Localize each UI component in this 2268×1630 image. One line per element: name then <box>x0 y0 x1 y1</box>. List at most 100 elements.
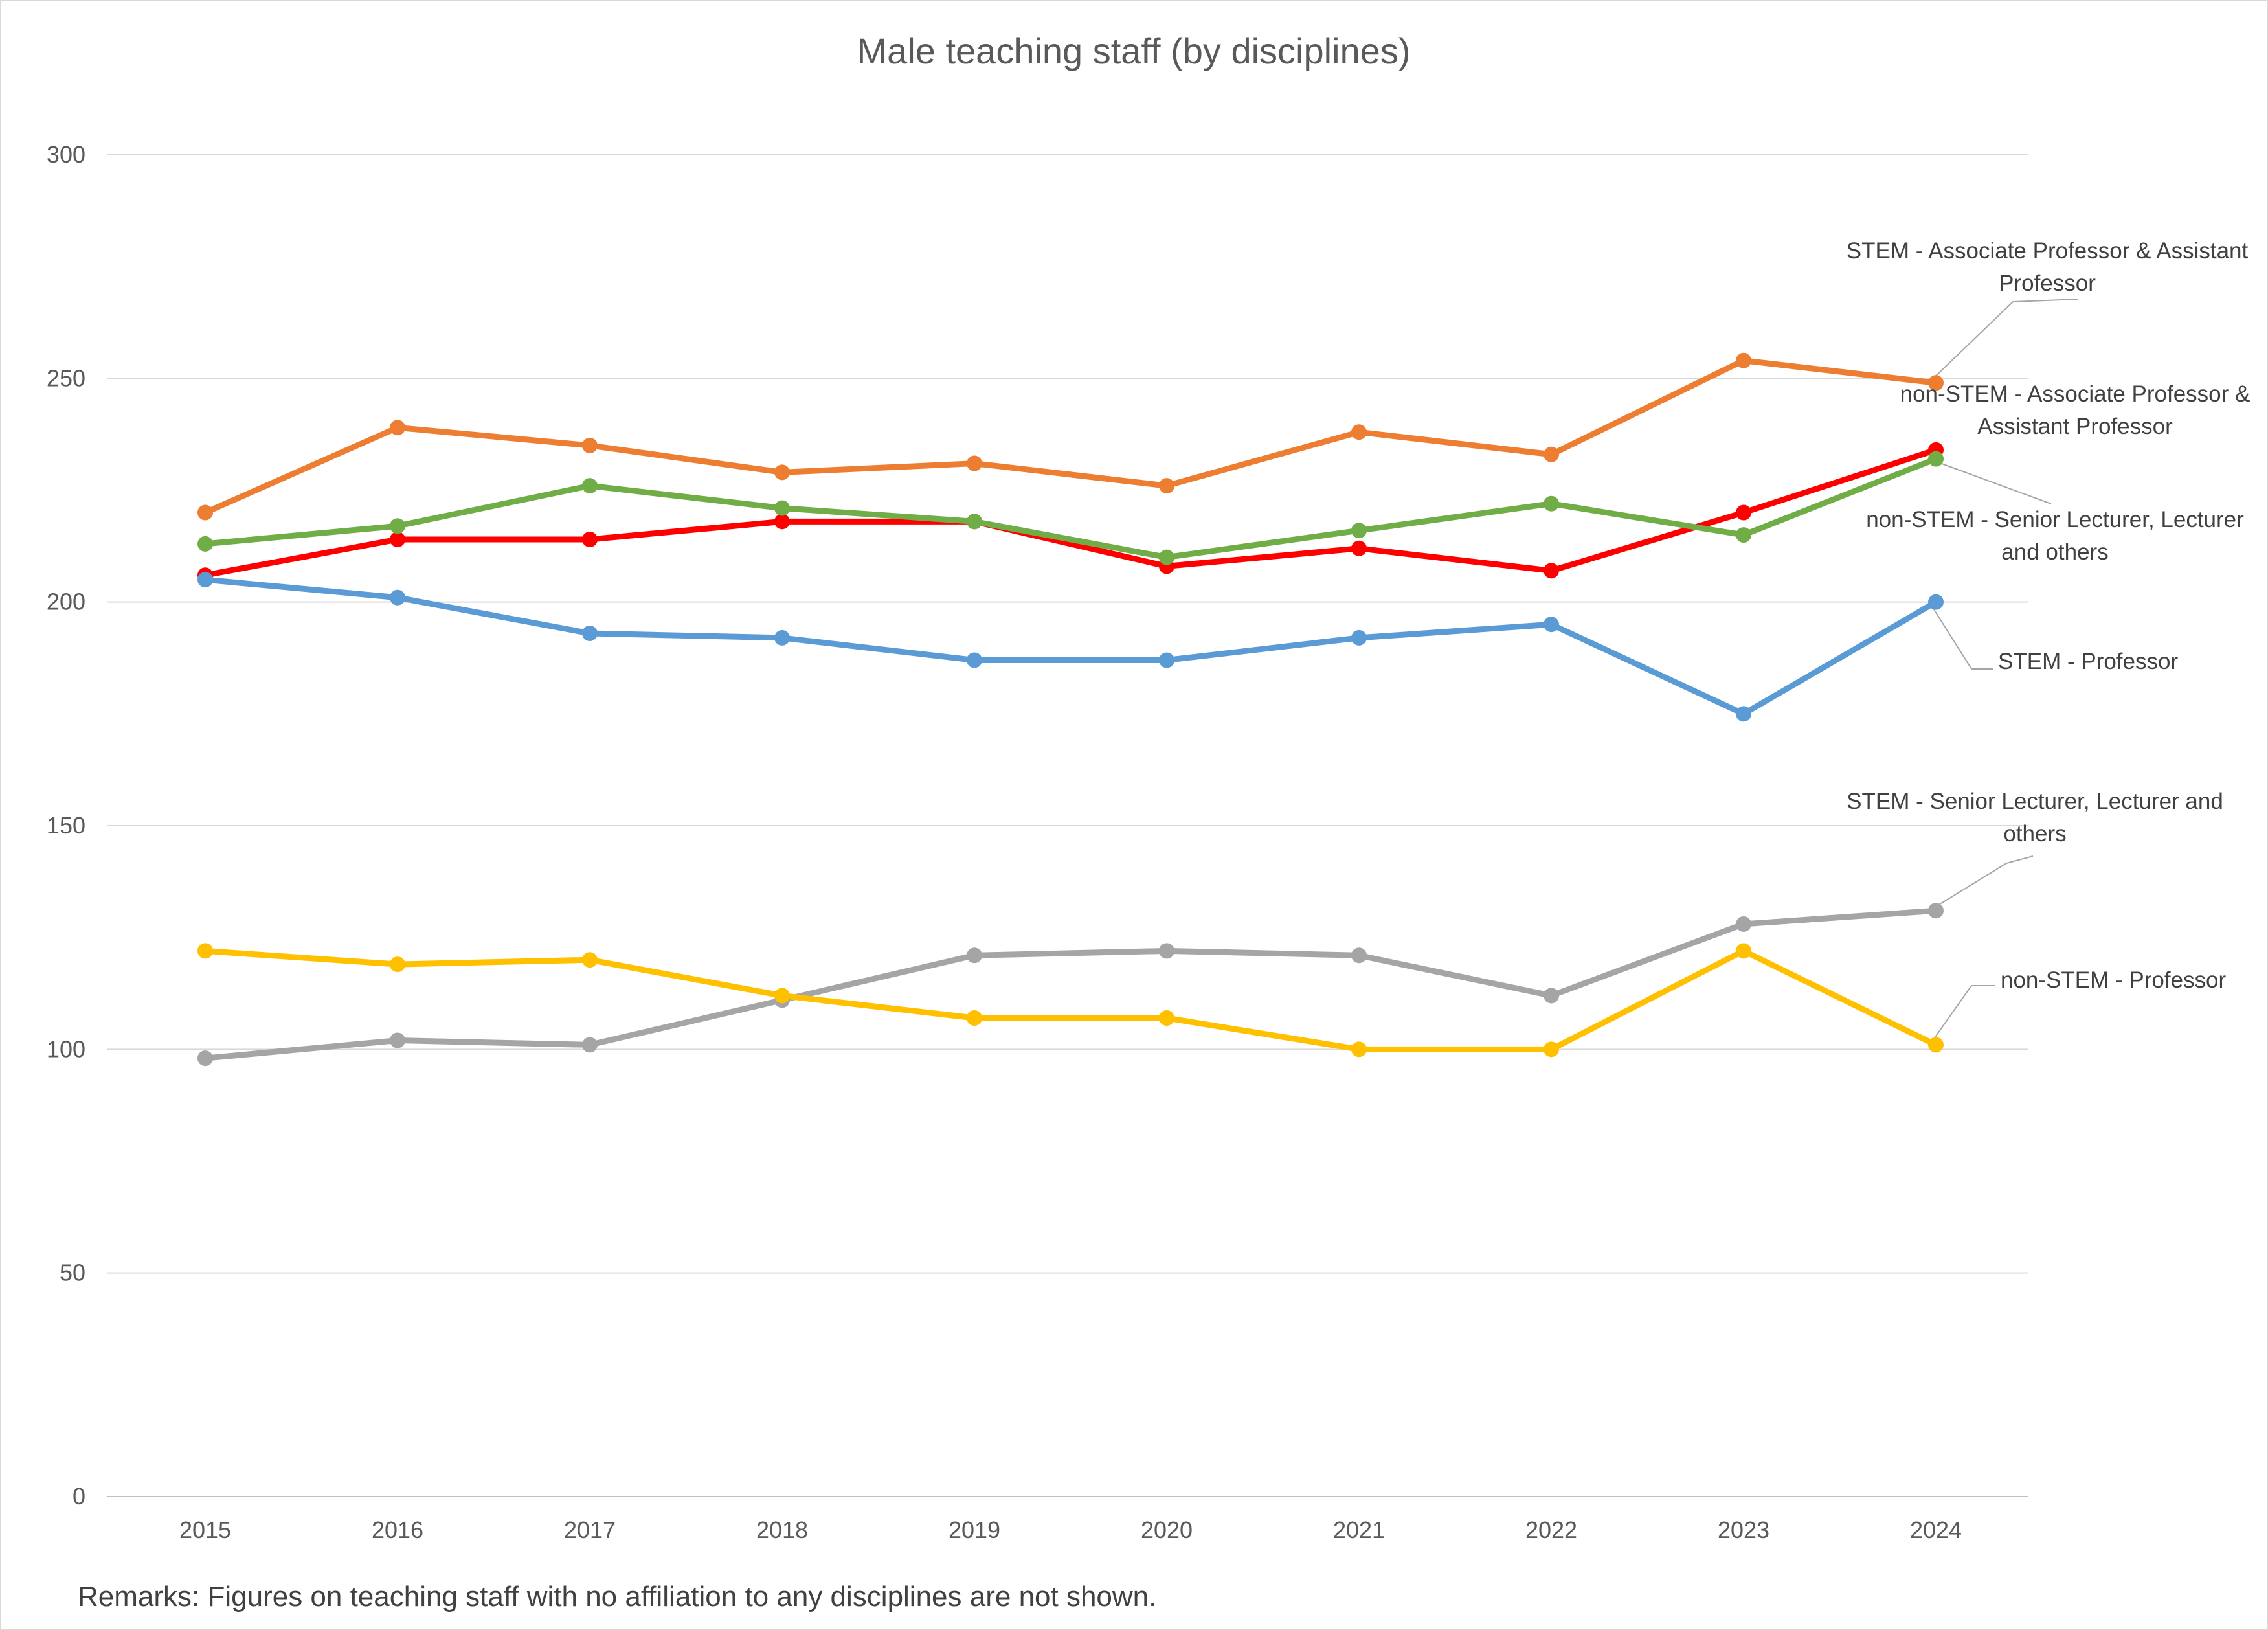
y-tick-label: 100 <box>47 1036 85 1062</box>
data-point <box>1351 1041 1367 1058</box>
data-point <box>774 514 790 530</box>
label-leader-line <box>1929 299 2079 383</box>
x-tick-label: 2019 <box>949 1517 1000 1543</box>
data-point <box>1736 352 1751 368</box>
data-point <box>1544 495 1559 512</box>
data-point <box>774 988 790 1004</box>
data-point <box>1351 424 1367 440</box>
series-lines <box>202 357 1939 1061</box>
data-point <box>1544 617 1559 633</box>
data-point <box>1928 451 1944 467</box>
data-point <box>1928 903 1944 919</box>
x-axis-tick-labels: 2015 2016 2017 2018 2019 2020 2021 2022 2023 2024 <box>179 1517 1962 1543</box>
data-point <box>1928 594 1944 610</box>
label-leader-line <box>1929 458 2052 504</box>
x-tick-label: 2021 <box>1333 1517 1385 1543</box>
series-label: STEM - Senior Lecturer, Lecturer and <box>1847 789 2223 814</box>
data-point <box>1736 504 1751 521</box>
data-point <box>1544 446 1559 462</box>
x-tick-label: 2017 <box>564 1517 616 1543</box>
x-tick-label: 2023 <box>1718 1517 1769 1543</box>
label-leader-lines <box>1929 299 2079 1046</box>
data-point <box>582 952 598 968</box>
data-point <box>1351 629 1367 646</box>
series-label: others <box>2003 821 2066 846</box>
data-point <box>197 504 213 521</box>
series-label: Professor <box>1999 271 2096 296</box>
series-label: non-STEM - Professor <box>2001 968 2226 993</box>
x-tick-label: 2016 <box>372 1517 423 1543</box>
label-leader-line <box>1929 985 1995 1046</box>
series-label: Assistant Professor <box>1977 414 2173 439</box>
x-tick-label: 2015 <box>179 1517 231 1543</box>
series-line-1 <box>202 447 1939 578</box>
y-tick-label: 0 <box>73 1483 85 1510</box>
data-point <box>1544 988 1559 1004</box>
series-label: STEM - Associate Professor & Assistant <box>1847 238 2249 264</box>
series-line-0 <box>202 357 1939 516</box>
data-point <box>1736 706 1751 722</box>
data-point <box>774 629 790 646</box>
x-tick-label: 2024 <box>1910 1517 1962 1543</box>
data-point <box>390 1032 405 1048</box>
data-point <box>1544 1041 1559 1058</box>
data-point <box>967 1010 982 1026</box>
data-point <box>197 943 213 959</box>
series-points <box>197 352 1944 1067</box>
data-point <box>1159 943 1174 959</box>
y-tick-label: 50 <box>60 1260 85 1286</box>
data-point <box>582 437 598 453</box>
data-point <box>197 536 213 552</box>
data-point <box>1159 478 1174 494</box>
series-line-2 <box>202 456 1939 561</box>
data-point <box>582 1037 598 1053</box>
data-point <box>1736 527 1751 543</box>
series-line-5 <box>202 947 1939 1052</box>
data-point <box>1351 947 1367 964</box>
data-point <box>774 500 790 516</box>
data-point <box>197 572 213 588</box>
series-line-4 <box>202 907 1939 1061</box>
data-point <box>1928 1037 1944 1053</box>
y-tick-label: 250 <box>47 365 85 391</box>
y-tick-label: 150 <box>47 812 85 839</box>
data-point <box>1736 916 1751 932</box>
data-point <box>967 652 982 668</box>
data-point <box>582 478 598 494</box>
series-label: STEM - Professor <box>1998 649 2178 674</box>
remarks-note: Remarks: Figures on teaching staff with … <box>78 1581 1156 1613</box>
series-line-3 <box>202 576 1939 717</box>
label-leader-line <box>1929 602 1993 670</box>
data-point <box>1159 1010 1174 1026</box>
data-point <box>967 947 982 964</box>
data-point <box>1544 563 1559 579</box>
data-point <box>1159 652 1174 668</box>
data-point <box>967 455 982 471</box>
data-point <box>1159 549 1174 565</box>
data-point <box>390 531 405 547</box>
series-label: non-STEM - Associate Professor & <box>1900 381 2251 407</box>
series-labels: STEM - Associate Professor & Assistant Pr… <box>1847 238 2251 993</box>
series-label: non-STEM - Senior Lecturer, Lecturer <box>1866 507 2244 532</box>
x-tick-label: 2022 <box>1525 1517 1577 1543</box>
y-axis-tick-labels: 0 50 100 150 200 250 300 <box>47 141 85 1510</box>
data-point <box>774 464 790 481</box>
data-point <box>1736 943 1751 959</box>
y-tick-label: 200 <box>47 589 85 615</box>
data-point <box>1351 523 1367 539</box>
y-tick-label: 300 <box>47 141 85 168</box>
x-tick-label: 2020 <box>1141 1517 1193 1543</box>
data-point <box>197 1050 213 1067</box>
series-label: and others <box>2001 539 2108 565</box>
data-point <box>967 514 982 530</box>
data-point <box>390 589 405 606</box>
x-tick-label: 2018 <box>756 1517 808 1543</box>
data-point <box>582 626 598 642</box>
data-point <box>1928 375 1944 391</box>
data-point <box>1351 540 1367 556</box>
data-point <box>582 531 598 547</box>
data-point <box>390 420 405 436</box>
label-leader-line <box>1929 855 2034 911</box>
chart-title: Male teaching staff (by disciplines) <box>857 30 1411 71</box>
